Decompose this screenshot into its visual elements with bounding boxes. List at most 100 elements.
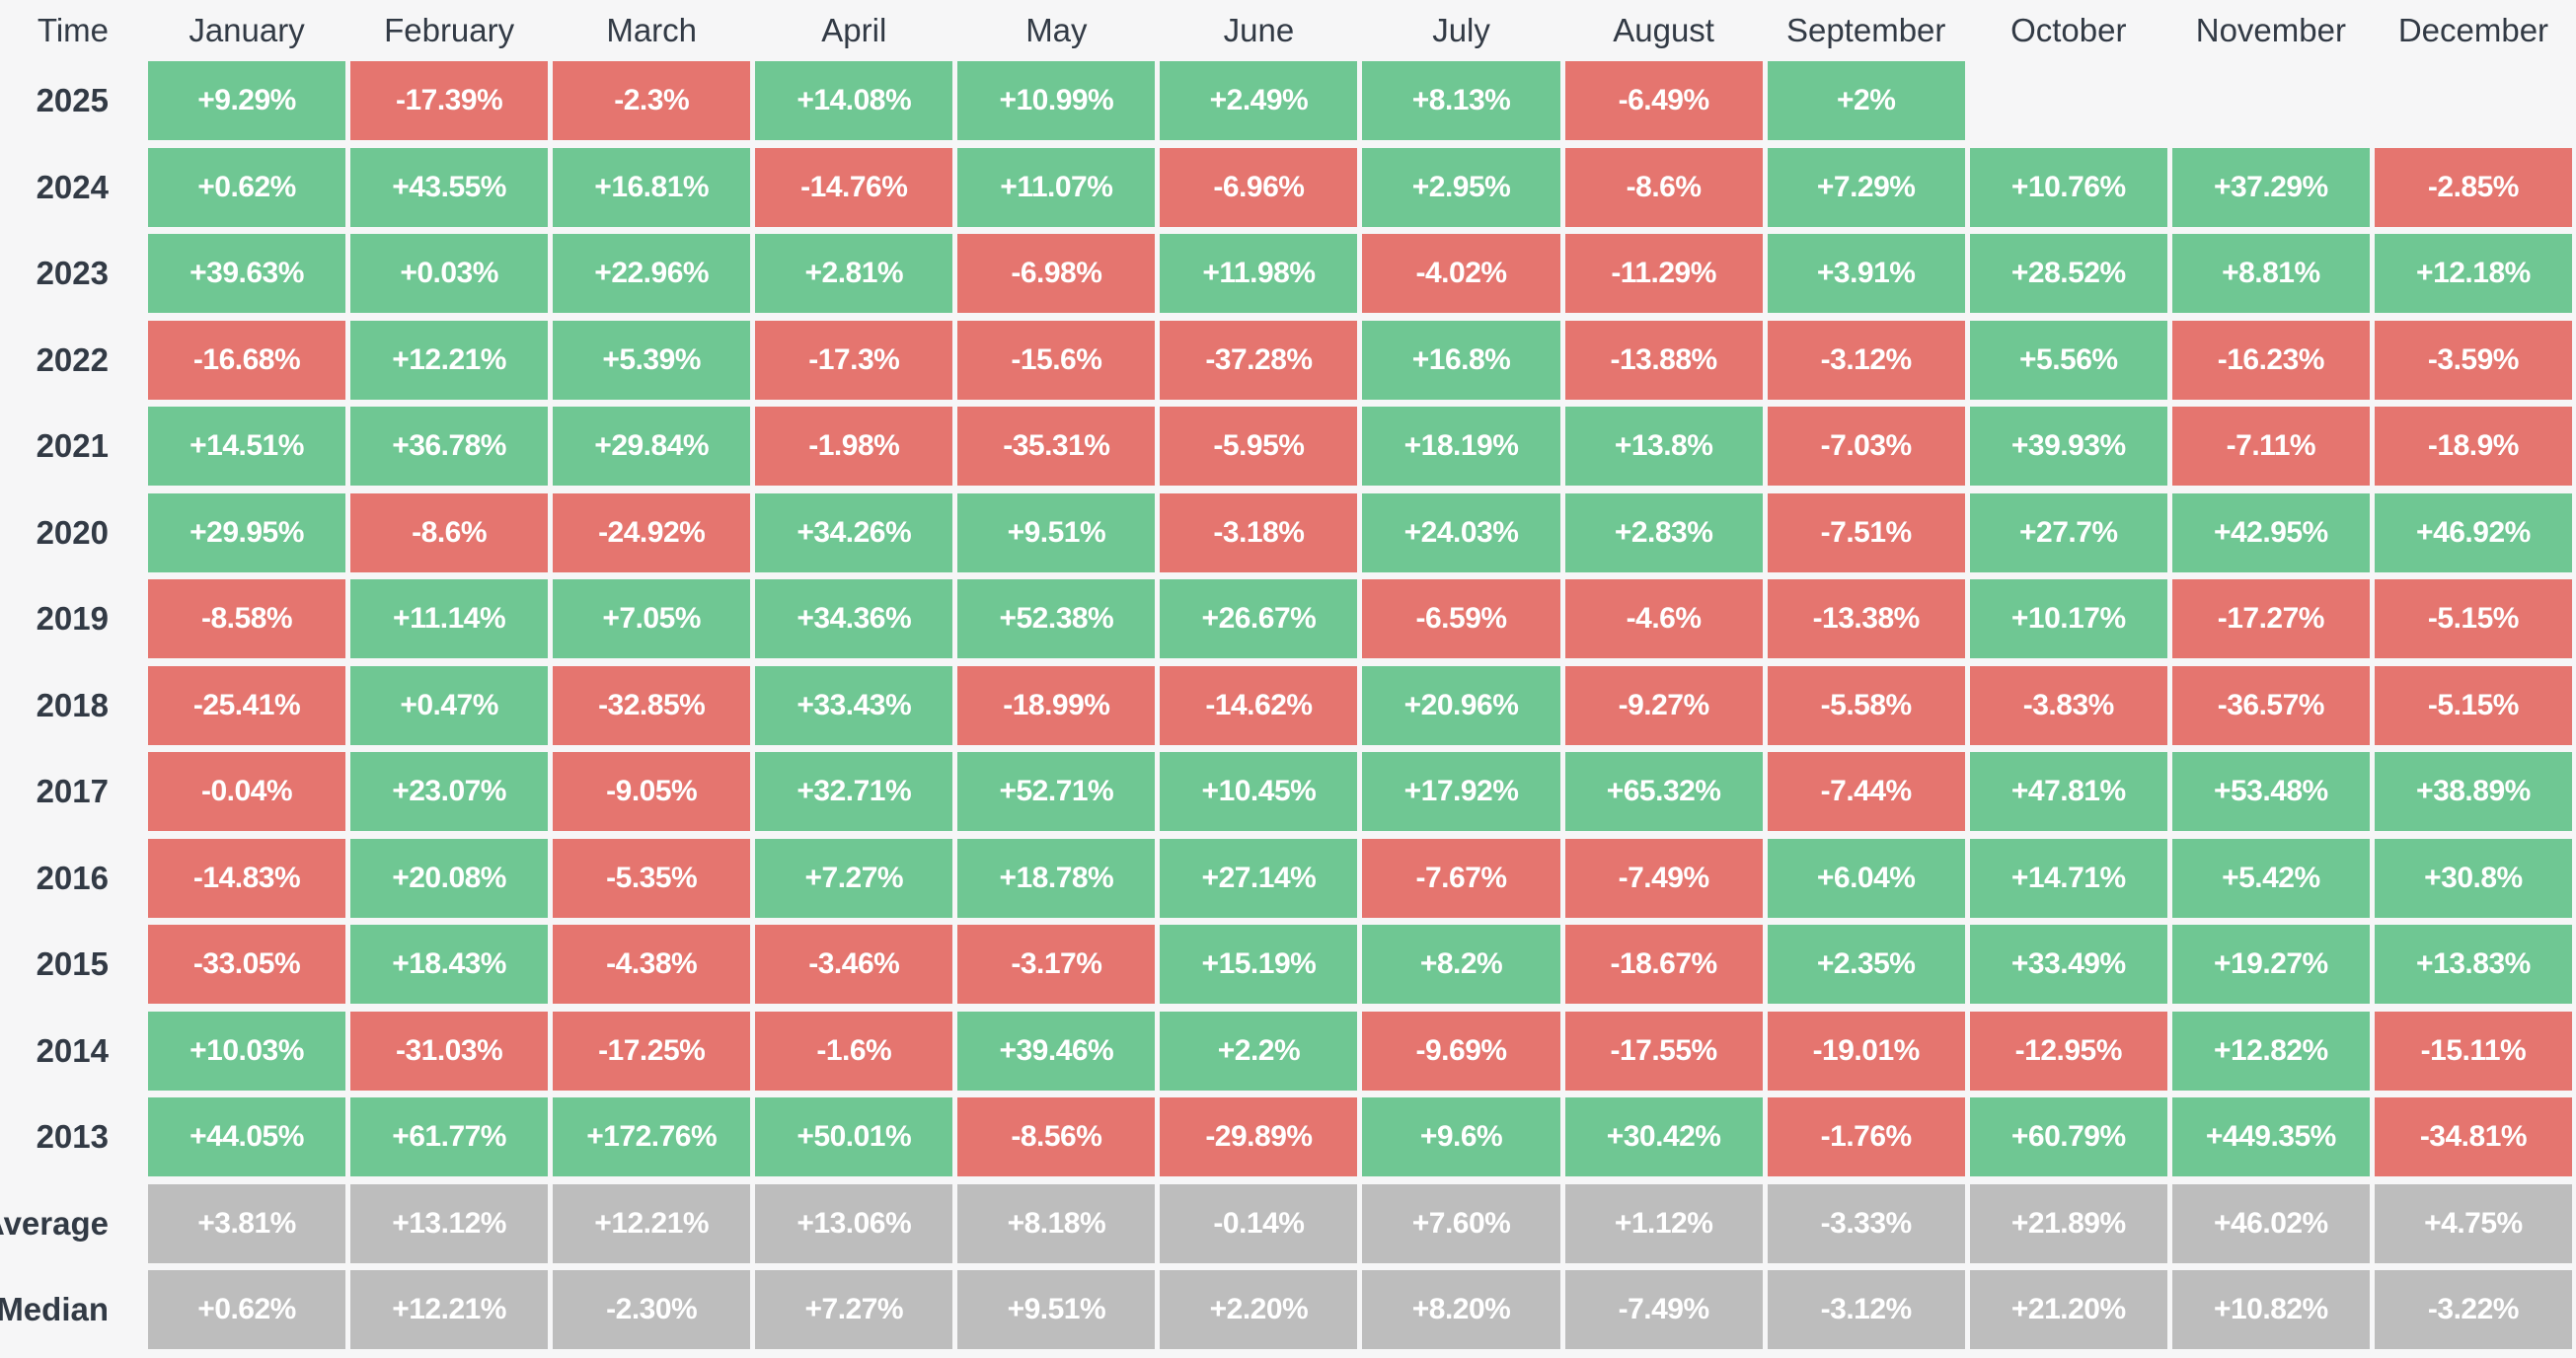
return-cell: +19.27%	[2171, 925, 2370, 1004]
table-row-2014: 2014 +10.03% -31.03% -17.25% -1.6% +39.46% +2.…	[0, 1011, 2572, 1091]
row-label: 2018	[36, 686, 109, 723]
return-cell: -3.22%	[2374, 1270, 2572, 1349]
return-cell: -13.88%	[1564, 320, 1763, 400]
return-cell: +18.78%	[957, 838, 1156, 918]
return-cell: +43.55%	[350, 147, 549, 227]
column-header-june: June	[1223, 12, 1295, 48]
return-cell: -14.83%	[148, 838, 346, 918]
return-cell: +10.82%	[2171, 1270, 2370, 1349]
return-cell: +14.71%	[1969, 838, 2167, 918]
return-cell: +30.42%	[1564, 1097, 1763, 1176]
return-cell: +12.21%	[350, 320, 549, 400]
return-cell: +9.51%	[957, 1270, 1156, 1349]
column-header-december: December	[2397, 12, 2549, 48]
return-cell: -5.15%	[2374, 665, 2572, 745]
return-cell: +39.46%	[957, 1011, 1156, 1091]
return-cell: -4.38%	[553, 925, 751, 1004]
row-label: 2025	[36, 82, 109, 118]
return-cell: +36.78%	[350, 407, 549, 486]
return-cell: +3.81%	[148, 1183, 346, 1263]
return-cell: -6.96%	[1160, 147, 1358, 227]
return-cell: -17.27%	[2171, 579, 2370, 658]
column-header-october: October	[2010, 12, 2127, 48]
return-cell: -17.55%	[1564, 1011, 1763, 1091]
return-cell: +5.39%	[553, 320, 751, 400]
return-cell: -5.58%	[1767, 665, 1965, 745]
return-cell: -7.11%	[2171, 407, 2370, 486]
return-cell: +22.96%	[553, 234, 751, 313]
return-cell: +2.83%	[1564, 492, 1763, 572]
table-row-2021: 2021 +14.51% +36.78% +29.84% -1.98% -35.31% -5…	[0, 407, 2572, 486]
return-cell: -5.95%	[1160, 407, 1358, 486]
return-cell: +28.52%	[1969, 234, 2167, 313]
return-cell: -3.46%	[755, 925, 953, 1004]
return-cell: +33.49%	[1969, 925, 2167, 1004]
return-cell: +14.08%	[755, 61, 953, 140]
return-cell: +4.75%	[2374, 1183, 2572, 1263]
return-cell: +47.81%	[1969, 752, 2167, 831]
return-cell: -17.25%	[553, 1011, 751, 1091]
table-row-2020: 2020 +29.95% -8.6% -24.92% +34.26% +9.51% -3.1…	[0, 492, 2572, 572]
return-cell: -7.03%	[1767, 407, 1965, 486]
column-header-september: September	[1785, 12, 1946, 48]
return-cell: +17.92%	[1362, 752, 1560, 831]
return-cell: +52.38%	[957, 579, 1156, 658]
return-cell: +20.96%	[1362, 665, 1560, 745]
return-cell: -3.12%	[1767, 320, 1965, 400]
table-row-average: Average +3.81%+13.12%+12.21%+13.06%+8.18%…	[0, 1183, 2572, 1263]
return-cell: +33.43%	[755, 665, 953, 745]
return-cell: +30.8%	[2374, 838, 2572, 918]
return-cell: +42.95%	[2171, 492, 2370, 572]
return-cell: -3.83%	[1969, 665, 2167, 745]
return-cell: +32.71%	[755, 752, 953, 831]
return-cell: +7.05%	[553, 579, 751, 658]
return-cell: -16.23%	[2171, 320, 2370, 400]
return-cell: -5.35%	[553, 838, 751, 918]
return-cell: -15.6%	[957, 320, 1156, 400]
return-cell: +65.32%	[1564, 752, 1763, 831]
return-cell	[2172, 61, 2370, 140]
column-header-march: March	[606, 12, 698, 48]
return-cell: +11.98%	[1160, 234, 1358, 313]
return-cell: +34.36%	[755, 579, 953, 658]
table-header-row: Time January February March April May June Jul…	[0, 0, 2572, 61]
return-cell: -3.33%	[1767, 1183, 1965, 1263]
return-cell: +2.95%	[1362, 147, 1560, 227]
return-cell: -17.39%	[350, 61, 549, 140]
return-cell: -4.6%	[1564, 579, 1763, 658]
return-cell: +27.7%	[1969, 492, 2167, 572]
return-cell: +2.35%	[1767, 925, 1965, 1004]
return-cell: +34.26%	[755, 492, 953, 572]
return-cell: -2.85%	[2374, 147, 2572, 227]
column-header-may: May	[1025, 12, 1088, 48]
return-cell: +18.19%	[1362, 407, 1560, 486]
return-cell: +8.81%	[2171, 234, 2370, 313]
return-cell: +15.19%	[1160, 925, 1358, 1004]
return-cell: -6.49%	[1564, 61, 1763, 140]
table-row-2019: 2019 -8.58% +11.14% +7.05% +34.36% +52.38% +26…	[0, 579, 2572, 658]
column-header-january: January	[189, 12, 305, 48]
return-cell: +7.27%	[755, 838, 953, 918]
return-cell: -9.05%	[553, 752, 751, 831]
return-cell: -19.01%	[1767, 1011, 1965, 1091]
return-cell: +10.99%	[957, 61, 1156, 140]
return-cell: +50.01%	[755, 1097, 953, 1176]
return-cell: -1.76%	[1767, 1097, 1965, 1176]
table-row-2023: 2023 +39.63% +0.03% +22.96% +2.81% -6.98% +11.…	[0, 234, 2572, 313]
column-header-november: November	[2195, 12, 2346, 48]
return-cell: -8.6%	[1564, 147, 1763, 227]
return-cell: +2.49%	[1160, 61, 1358, 140]
return-cell: -35.31%	[957, 407, 1156, 486]
table-row-2024: 2024 +0.62% +43.55% +16.81% -14.76% +11.07% -6…	[0, 147, 2572, 227]
return-cell: +12.82%	[2171, 1011, 2370, 1091]
return-cell: -16.68%	[148, 320, 346, 400]
return-cell: +2.2%	[1160, 1011, 1358, 1091]
return-cell: -14.62%	[1160, 665, 1358, 745]
row-label: 2016	[36, 859, 109, 896]
return-cell: +46.92%	[2374, 492, 2572, 572]
return-cell: +0.47%	[350, 665, 549, 745]
return-cell: -12.95%	[1969, 1011, 2167, 1091]
table-row-2025: 2025 +9.29% -17.39% -2.3% +14.08% +10.99% +2.4…	[0, 61, 2572, 140]
return-cell: +0.62%	[148, 1270, 346, 1349]
return-cell: +10.45%	[1160, 752, 1358, 831]
